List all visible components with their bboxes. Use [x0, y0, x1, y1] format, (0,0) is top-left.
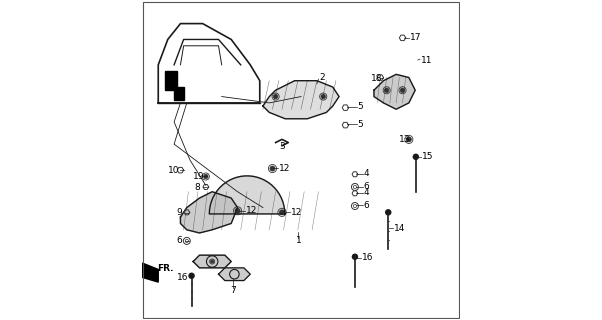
Circle shape	[414, 154, 418, 159]
Circle shape	[385, 88, 389, 92]
Text: 19: 19	[193, 172, 204, 181]
Circle shape	[352, 254, 358, 259]
Text: 9: 9	[176, 208, 182, 217]
Polygon shape	[143, 263, 158, 282]
Text: 8: 8	[194, 183, 200, 192]
Text: 11: 11	[421, 56, 432, 65]
Text: 4: 4	[364, 188, 370, 197]
Text: 6: 6	[176, 236, 182, 245]
Polygon shape	[164, 71, 177, 90]
Polygon shape	[193, 255, 231, 268]
Polygon shape	[174, 87, 184, 100]
Text: 13: 13	[399, 135, 410, 144]
Text: 12: 12	[279, 164, 291, 173]
Circle shape	[279, 210, 285, 215]
Circle shape	[189, 273, 194, 278]
Text: 16: 16	[362, 253, 373, 262]
Circle shape	[203, 174, 208, 179]
Text: 15: 15	[422, 152, 433, 161]
Text: 1: 1	[296, 236, 302, 245]
Polygon shape	[209, 176, 285, 214]
Text: 5: 5	[358, 120, 363, 129]
Polygon shape	[263, 81, 339, 119]
Polygon shape	[219, 268, 250, 281]
Polygon shape	[374, 74, 415, 109]
Text: 12: 12	[291, 208, 302, 217]
Text: 7: 7	[231, 285, 237, 295]
Circle shape	[235, 208, 240, 213]
Text: 16: 16	[176, 273, 188, 282]
Text: 5: 5	[358, 102, 363, 111]
Circle shape	[406, 137, 411, 142]
Text: 18: 18	[371, 74, 382, 83]
Circle shape	[270, 166, 275, 171]
Text: 3: 3	[279, 142, 285, 151]
Text: 2: 2	[320, 73, 325, 82]
Circle shape	[321, 94, 326, 99]
Circle shape	[273, 94, 278, 99]
Circle shape	[211, 260, 214, 263]
Text: 17: 17	[410, 33, 421, 42]
Text: 12: 12	[246, 206, 257, 215]
Text: 14: 14	[394, 224, 405, 233]
Text: 10: 10	[169, 166, 180, 175]
Text: 6: 6	[364, 201, 370, 210]
Text: 6: 6	[364, 182, 370, 191]
Circle shape	[386, 210, 391, 215]
Circle shape	[400, 88, 405, 92]
Polygon shape	[181, 192, 238, 233]
Text: FR.: FR.	[158, 264, 174, 273]
Text: 4: 4	[364, 170, 370, 179]
